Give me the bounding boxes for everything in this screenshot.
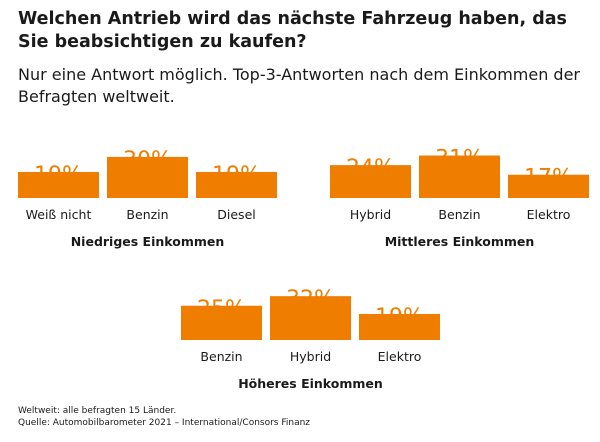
hoheres-einkommen-category-label-hybrid: Hybrid <box>290 349 331 364</box>
niedriges-einkommen-value-label-benzin: 30% <box>123 148 172 173</box>
mittleres-einkommen-bar-hybrid <box>330 165 411 198</box>
mittleres-einkommen-value-label-elektro: 17% <box>524 166 573 191</box>
mittleres-einkommen-category-label-benzin: Benzin <box>438 207 480 222</box>
hoheres-einkommen-category-label-elektro: Elektro <box>378 349 422 364</box>
hoheres-einkommen-bar-hybrid <box>270 296 351 340</box>
hoheres-einkommen-bar-elektro <box>359 313 440 340</box>
mittleres-einkommen-bar-benzin <box>419 155 500 198</box>
footer-source: Quelle: Automobilbarometer 2021 – Intern… <box>18 418 311 428</box>
mittleres-einkommen-category-label-elektro: Elektro <box>527 207 571 222</box>
mittleres-einkommen-value-label-benzin: 31% <box>435 147 484 172</box>
mittleres-einkommen-group-title: Mittleres Einkommen <box>385 234 535 249</box>
niedriges-einkommen-bar-wei-nicht <box>18 171 99 198</box>
niedriges-einkommen-value-label-wei-nicht: 19% <box>34 163 83 188</box>
mittleres-einkommen-value-label-hybrid: 24% <box>346 156 395 181</box>
hoheres-einkommen-value-label-hybrid: 32% <box>286 287 335 312</box>
hoheres-einkommen-value-label-elektro: 19% <box>375 305 424 330</box>
hoheres-einkommen-bar-benzin <box>181 305 262 340</box>
niedriges-einkommen-category-label-benzin: Benzin <box>126 207 168 222</box>
mittleres-einkommen-category-label-hybrid: Hybrid <box>350 207 391 222</box>
niedriges-einkommen-value-label-diesel: 19% <box>212 163 261 188</box>
niedriges-einkommen-group-title: Niedriges Einkommen <box>71 234 225 249</box>
niedriges-einkommen-bar-diesel <box>196 171 277 198</box>
chart-subtitle: Nur eine Antwort möglich. Top-3-Antworte… <box>18 65 581 106</box>
footer-note: Weltweit: alle befragten 15 Länder. <box>18 406 177 416</box>
hoheres-einkommen-value-label-benzin: 25% <box>197 297 246 322</box>
chart-title: Welchen Antrieb wird das nächste Fahrzeu… <box>18 9 567 52</box>
niedriges-einkommen-category-label-diesel: Diesel <box>217 207 255 222</box>
footer: Weltweit: alle befragten 15 Länder. Quel… <box>18 405 588 429</box>
mittleres-einkommen-bar-elektro <box>508 174 589 198</box>
hoheres-einkommen-category-label-benzin: Benzin <box>200 349 242 364</box>
niedriges-einkommen-category-label-wei-nicht: Weiß nicht <box>26 207 92 222</box>
niedriges-einkommen-bar-benzin <box>107 156 188 198</box>
hoheres-einkommen-group-title: Höheres Einkommen <box>238 376 383 391</box>
